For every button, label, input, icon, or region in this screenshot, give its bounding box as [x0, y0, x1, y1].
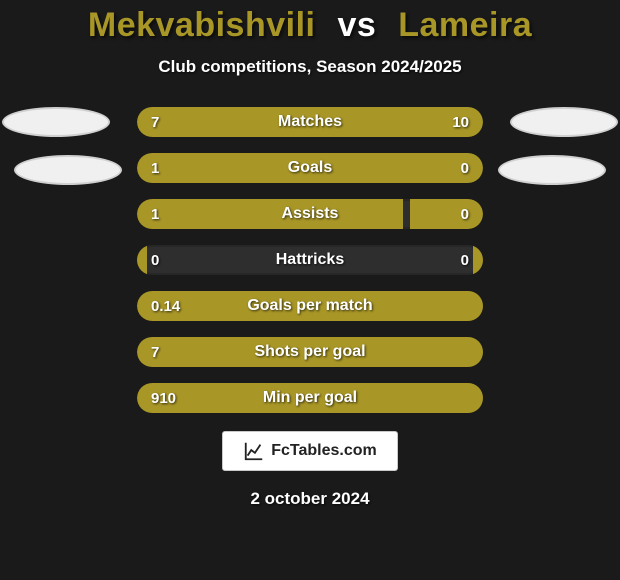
stat-bar-right: [279, 107, 483, 137]
stat-bar-right: [473, 245, 483, 275]
subtitle: Club competitions, Season 2024/2025: [0, 57, 620, 77]
stat-bar-right: [473, 291, 483, 321]
player2-portrait-shadow: [498, 155, 606, 185]
source-logo: FcTables.com: [222, 431, 398, 471]
stat-bar-left: [137, 337, 473, 367]
stat-bar-left: [137, 291, 473, 321]
comparison-title: Mekvabishvili vs Lameira: [0, 0, 620, 45]
stat-row: Goals10: [137, 153, 483, 183]
stat-bars-container: Matches710 Goals10 Assists10 Hattricks0 0 Goa…: [137, 107, 483, 413]
player2-portrait-placeholder: [510, 107, 618, 137]
stats-arena: Matches710 Goals10 Assists10 Hattricks0 0 Goa…: [0, 107, 620, 413]
stat-row: Hattricks0 0: [137, 245, 483, 275]
stat-bar-left: [137, 245, 147, 275]
stat-bar-left: [137, 199, 403, 229]
stat-row: Shots per goal7: [137, 337, 483, 367]
stat-row: Goals per match0.14: [137, 291, 483, 321]
stat-value-right: 0: [461, 245, 469, 275]
stat-bar-right: [410, 199, 483, 229]
chart-icon: [243, 440, 265, 462]
stat-bar-left: [137, 153, 403, 183]
stat-bar-right: [473, 383, 483, 413]
stat-bar-left: [137, 107, 279, 137]
logo-text: FcTables.com: [271, 442, 377, 460]
player1-portrait-placeholder: [2, 107, 110, 137]
player1-portrait-shadow: [14, 155, 122, 185]
stat-row: Matches710: [137, 107, 483, 137]
player2-name: Lameira: [398, 6, 532, 44]
vs-label: vs: [337, 6, 376, 44]
date-label: 2 october 2024: [0, 489, 620, 509]
stat-bar-left: [137, 383, 473, 413]
stat-row: Assists10: [137, 199, 483, 229]
stat-bar-right: [473, 337, 483, 367]
stat-value-left: 0: [151, 245, 159, 275]
stat-label: Hattricks: [137, 245, 483, 275]
stat-row: Min per goal910: [137, 383, 483, 413]
player1-name: Mekvabishvili: [88, 6, 316, 44]
stat-bar-right: [403, 153, 483, 183]
